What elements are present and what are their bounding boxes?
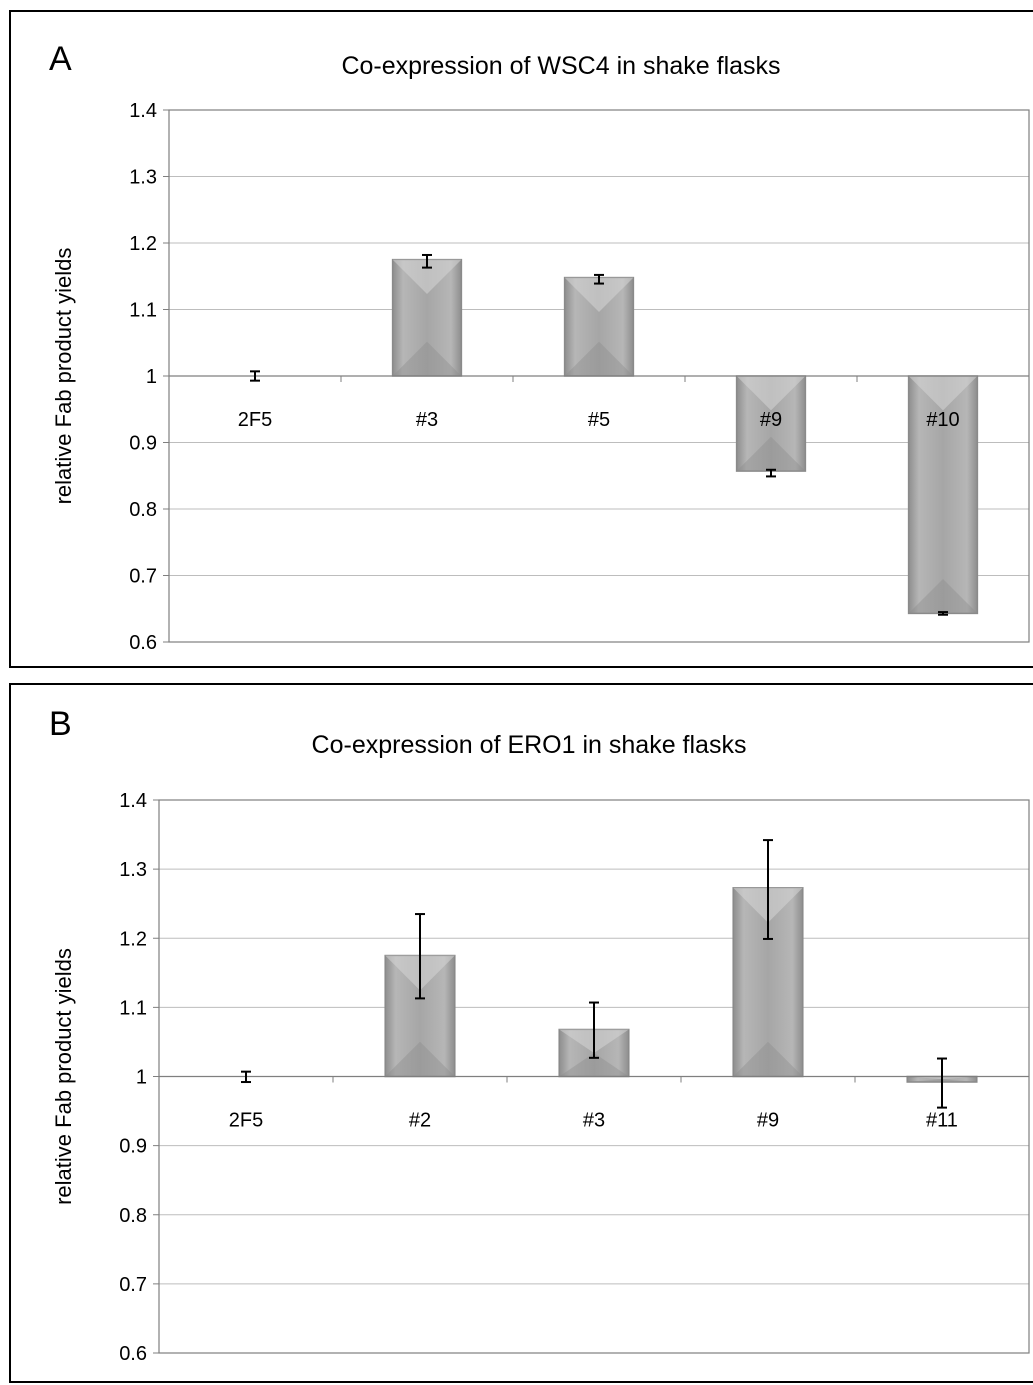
chart-a-y-tick-label: 0.8 (129, 499, 157, 521)
chart-b-y-axis-label: relative Fab product yields (51, 948, 76, 1205)
chart-a-y-tick-label: 0.7 (129, 566, 157, 588)
chart-a-panel-label: A (49, 40, 72, 78)
chart-a-bar-shade-2 (564, 341, 634, 376)
chart-a-category-label-3: #9 (760, 409, 782, 431)
chart-b-category-label-4: #11 (926, 1110, 958, 1132)
chart-b-y-tick-label: 1.4 (119, 790, 147, 812)
chart-b-category-label-0: 2F5 (229, 1110, 263, 1132)
chart-a-y-tick-label: 1.1 (129, 300, 157, 322)
chart-b-panel-label: B (49, 705, 72, 743)
chart-a-title: Co-expression of WSC4 in shake flasks (341, 52, 780, 80)
chart-a-y-axis-label: relative Fab product yields (51, 248, 76, 505)
chart-a-bar-bevel-2 (564, 277, 634, 312)
chart-a-category-label-0: 2F5 (238, 409, 272, 431)
chart-b-y-tick-label: 0.7 (119, 1274, 147, 1296)
chart-a-bar-shade-3 (736, 436, 806, 472)
chart-b-y-tick-label: 0.6 (119, 1343, 147, 1365)
chart-a-bar-bevel-4 (908, 376, 978, 411)
chart-b-category-label-3: #9 (757, 1110, 779, 1132)
chart-a-bar-bevel-3 (736, 376, 806, 411)
chart-a-category-label-1: #3 (416, 409, 438, 431)
chart-a-bar-4 (907, 375, 979, 615)
chart-a-bar-bevel-1 (392, 259, 462, 295)
chart-a-y-tick-label: 1 (146, 366, 157, 388)
chart-b-title: Co-expression of ERO1 in shake flasks (312, 731, 747, 759)
chart-b-svg: B Co-expression of ERO1 in shake flasks 0.… (49, 705, 1030, 1365)
chart-b-bar-shade-3 (733, 1041, 803, 1077)
chart-a-category-label-2: #5 (588, 409, 610, 431)
chart-b-category-label-1: #2 (409, 1110, 431, 1132)
chart-b-bar-shade-1 (385, 1041, 455, 1077)
chart-panel-a: A Co-expression of WSC4 in shake flasks 0.… (9, 10, 1033, 668)
chart-b-y-tick-label: 1.3 (119, 859, 147, 881)
chart-a-y-tick-label: 1.2 (129, 233, 157, 255)
chart-a-y-tick-label: 1.3 (129, 167, 157, 189)
chart-a-bar-shade-4 (908, 579, 978, 614)
chart-a-category-label-4: #10 (926, 409, 959, 431)
chart-b-bar-shade-2 (559, 1052, 629, 1077)
chart-b-y-tick-label: 1.2 (119, 928, 147, 950)
chart-a-y-tick-label: 0.9 (129, 433, 157, 455)
chart-a-y-tick-label: 0.6 (129, 632, 157, 654)
chart-a-svg: A Co-expression of WSC4 in shake flasks 0.… (49, 40, 1030, 654)
chart-b-y-tick-label: 0.8 (119, 1205, 147, 1227)
chart-b-category-label-2: #3 (583, 1110, 605, 1132)
chart-b-y-tick-label: 1.1 (119, 997, 147, 1019)
chart-a-bar-shade-1 (392, 341, 462, 376)
chart-a-y-tick-label: 1.4 (129, 100, 157, 122)
chart-panel-b: B Co-expression of ERO1 in shake flasks 0.… (9, 683, 1033, 1383)
chart-b-y-tick-label: 0.9 (119, 1136, 147, 1158)
chart-b-y-tick-label: 1 (136, 1067, 147, 1089)
